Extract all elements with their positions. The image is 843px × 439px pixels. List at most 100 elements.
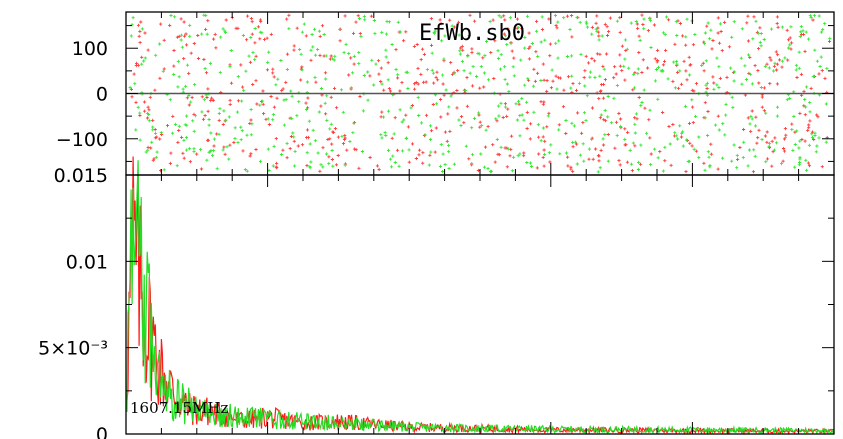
phase-point <box>705 24 709 28</box>
phase-point <box>738 145 742 150</box>
phase-point <box>465 76 469 80</box>
phase-y-tick-label: −100 <box>56 129 108 151</box>
phase-point <box>815 144 819 148</box>
phase-point <box>534 50 538 54</box>
phase-point <box>654 67 659 72</box>
phase-point <box>725 75 729 79</box>
phase-point <box>571 140 575 144</box>
phase-point <box>721 122 725 126</box>
phase-point <box>138 111 142 115</box>
phase-point <box>253 57 257 61</box>
phase-point <box>254 147 258 152</box>
phase-point <box>457 20 461 24</box>
phase-point <box>689 63 693 67</box>
phase-point <box>276 77 280 81</box>
phase-point <box>808 110 812 114</box>
phase-point <box>596 26 600 30</box>
phase-point <box>233 137 237 141</box>
phase-point <box>202 98 206 102</box>
phase-point <box>497 153 501 157</box>
phase-point <box>171 131 175 135</box>
phase-point <box>746 164 750 168</box>
phase-point <box>748 122 752 126</box>
phase-point <box>229 81 234 85</box>
phase-point <box>373 32 377 36</box>
phase-point <box>482 85 486 89</box>
phase-point <box>590 137 594 141</box>
phase-point <box>748 55 752 59</box>
phase-point <box>359 35 363 39</box>
phase-point <box>760 105 764 109</box>
phase-point <box>813 48 817 52</box>
phase-point <box>275 96 279 100</box>
phase-point <box>663 33 667 37</box>
phase-point <box>470 126 474 130</box>
phase-point <box>477 111 481 115</box>
phase-point <box>564 118 568 123</box>
phase-point <box>284 80 288 84</box>
phase-point <box>529 122 533 126</box>
phase-point <box>151 118 155 122</box>
phase-point <box>802 89 806 93</box>
phase-point <box>275 161 279 165</box>
phase-point <box>661 63 665 67</box>
phase-point <box>312 27 317 31</box>
phase-point <box>349 56 353 60</box>
phase-point <box>271 67 275 71</box>
phase-point <box>134 128 138 132</box>
phase-point <box>688 141 692 145</box>
phase-point <box>705 86 709 91</box>
phase-point <box>516 26 520 30</box>
phase-point <box>151 128 155 132</box>
phase-point <box>823 22 827 26</box>
phase-point <box>527 31 531 35</box>
phase-point <box>776 25 780 29</box>
phase-point <box>537 135 541 139</box>
phase-point <box>228 102 232 106</box>
phase-point <box>526 77 530 81</box>
phase-point <box>491 18 495 22</box>
phase-point <box>603 108 607 112</box>
phase-point <box>419 72 423 76</box>
phase-point <box>557 123 561 127</box>
phase-point <box>430 68 434 72</box>
phase-point <box>505 43 509 47</box>
phase-point <box>182 20 186 24</box>
phase-point <box>379 79 383 84</box>
phase-point <box>208 61 212 65</box>
phase-point <box>768 82 772 86</box>
phase-point <box>185 43 189 47</box>
phase-point <box>418 148 422 152</box>
phase-point <box>703 168 707 172</box>
phase-point <box>482 71 487 75</box>
phase-point <box>537 152 541 156</box>
phase-point <box>211 98 215 102</box>
phase-point <box>764 160 768 164</box>
phase-point <box>564 131 568 136</box>
phase-point <box>775 68 779 72</box>
phase-point <box>625 160 629 164</box>
phase-point <box>762 86 766 90</box>
phase-point <box>439 115 443 119</box>
phase-point <box>192 150 196 154</box>
phase-point <box>785 28 789 32</box>
phase-point <box>462 121 466 125</box>
phase-point <box>328 137 332 141</box>
phase-point <box>173 15 177 19</box>
phase-point <box>420 47 425 51</box>
phase-point <box>450 24 454 28</box>
phase-point <box>601 96 606 100</box>
phase-point <box>433 29 437 33</box>
phase-point <box>603 78 607 82</box>
phase-point <box>470 51 474 55</box>
phase-point <box>431 71 435 75</box>
phase-point <box>724 102 728 106</box>
phase-point <box>565 54 570 59</box>
phase-point <box>637 95 641 100</box>
phase-point <box>468 13 472 17</box>
phase-point <box>176 140 180 144</box>
phase-point <box>655 58 660 63</box>
phase-point <box>813 131 817 135</box>
phase-point <box>706 150 710 154</box>
phase-point <box>305 80 309 84</box>
